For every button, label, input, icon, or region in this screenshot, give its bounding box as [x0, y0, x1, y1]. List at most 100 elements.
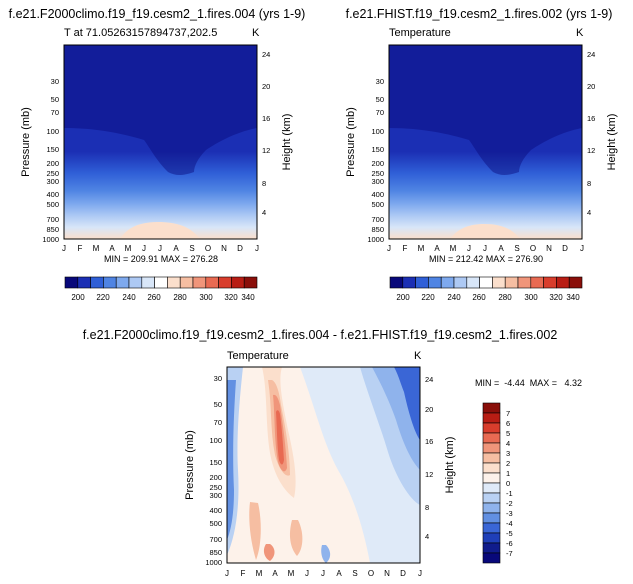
panel-3-ytick-50: 50: [214, 400, 222, 409]
panel-1-colorbar: 200 220 240 260 280 300 320 340: [64, 276, 258, 302]
colorbar-cell: [154, 276, 168, 289]
colorbar-cell: [389, 276, 404, 289]
panel-3-cb-label-m5: -5: [506, 529, 513, 538]
panel-2-field: [388, 44, 583, 240]
panel-2-title: f.e21.FHIST.f19_f19.cesm2_1.fires.002 (y…: [346, 7, 613, 21]
panel-1-ytick-100: 100: [46, 127, 59, 136]
panel-1-xtick-0: J: [62, 244, 66, 253]
colorbar-cell: [141, 276, 155, 289]
panel-1-field-background: [64, 45, 257, 239]
panel-2-cb-label-220: 220: [421, 293, 435, 302]
panel-3-frame: [226, 366, 421, 564]
panel-1-cb-label-260: 260: [147, 293, 161, 302]
panel-2-ytick-right-12: 12: [587, 146, 595, 155]
panel-2-ytick-250: 250: [371, 169, 384, 178]
panel-1-x-axis: J F M A M J J A S O N D J: [62, 244, 259, 253]
panel-1-cb-label-320: 320: [224, 293, 238, 302]
colorbar-cell: [482, 432, 501, 444]
panel-1-ytick-850: 850: [46, 225, 59, 234]
colorbar-cell: [482, 492, 501, 504]
panel-2-ytick-right-4: 4: [587, 208, 591, 217]
panel-2-xtick-6: J: [483, 244, 487, 253]
panel-2-cb-label-300: 300: [524, 293, 538, 302]
panel-3-xtick-11: D: [400, 569, 406, 578]
panel-3-subtitle: Temperature: [227, 350, 289, 362]
colorbar-cell: [64, 276, 79, 289]
panel-1-xtick-9: O: [205, 244, 211, 253]
panel-1-unit: K: [252, 27, 260, 39]
panel-3-xtick-6: J: [321, 569, 325, 578]
panel-1-y-axis-right: 24 20 16 12 8 4 Height (km): [262, 50, 293, 217]
panel-1-ytick-300: 300: [46, 177, 59, 186]
panel-3-title: f.e21.F2000climo.f19_f19.cesm2_1.fires.0…: [83, 328, 558, 342]
panel-2-ytick-100: 100: [371, 127, 384, 136]
panel-2-ytick-right-20: 20: [587, 82, 595, 91]
panel-2-warm-core: [450, 224, 520, 239]
panel-3-ytick-right-20: 20: [425, 405, 433, 414]
colorbar-cell: [231, 276, 245, 289]
panel-3-ytick-850: 850: [209, 548, 222, 557]
panel-2-ytick-700: 700: [371, 215, 384, 224]
panel-3-ytick-100: 100: [209, 436, 222, 445]
panel-1-title: f.e21.F2000climo.f19_f19.cesm2_1.fires.0…: [9, 7, 306, 21]
panel-3-ylabel: Pressure (mb): [184, 430, 196, 500]
panel-3-cb-label-7: 7: [506, 409, 510, 418]
colorbar-cell: [492, 276, 506, 289]
panel-2-ylabel-right: Height (km): [606, 114, 618, 171]
panel-1-cb-label-240: 240: [122, 293, 136, 302]
panel-1-ytick-right-8: 8: [262, 179, 266, 188]
panel-2-ytick-300: 300: [371, 177, 384, 186]
panel-3-colorbar: 7 6 5 4 3 2 1 0 -1 -2 -3 -4 -5 -6 -7: [482, 402, 513, 564]
panel-2-xtick-0: J: [387, 244, 391, 253]
panel-2-ylabel: Pressure (mb): [345, 107, 357, 177]
panel-1-ytick-30: 30: [51, 77, 59, 86]
panel-1-subtitle: T at 71.05263157894737,202.5: [64, 27, 217, 39]
panel-2-xtick-4: M: [450, 244, 457, 253]
panel-1-y-axis: 30 50 70 100 150 200 250 300 400 500 700…: [20, 77, 59, 244]
colorbar-cell: [568, 276, 583, 289]
colorbar-cell: [479, 276, 493, 289]
colorbar-cell: [482, 422, 501, 434]
panel-3-cb-label-m2: -2: [506, 499, 513, 508]
panel-2: f.e21.FHIST.f19_f19.cesm2_1.fires.002 (y…: [345, 7, 618, 302]
panel-1-cb-label-200: 200: [71, 293, 85, 302]
panel-3-blue-left-2: [227, 380, 236, 540]
panel-3-xtick-3: A: [272, 569, 278, 578]
panel-2-xtick-2: M: [418, 244, 425, 253]
panel-2-ytick-400: 400: [371, 190, 384, 199]
panel-1-xtick-2: M: [93, 244, 100, 253]
panel-2-ytick-500: 500: [371, 200, 384, 209]
panel-3-cb-label-6: 6: [506, 419, 510, 428]
colorbar-cell: [167, 276, 181, 289]
panel-1-xtick-7: A: [173, 244, 179, 253]
panel-2-cb-label-340: 340: [566, 293, 580, 302]
panel-3-warm-lobe-6: [289, 520, 303, 556]
colorbar-cell: [128, 276, 143, 289]
panel-1-xtick-10: N: [221, 244, 227, 253]
colorbar-cell: [205, 276, 219, 289]
panel-1-ytick-250: 250: [46, 169, 59, 178]
colorbar-cell: [543, 276, 557, 289]
panel-2-colorbar-cells: [389, 276, 583, 289]
panel-3-ytick-right-8: 8: [425, 503, 429, 512]
colorbar-cell: [115, 276, 130, 289]
panel-1-ytick-700: 700: [46, 215, 59, 224]
panel-2-ytick-50: 50: [376, 95, 384, 104]
panel-3-blue-bottom: [321, 545, 331, 563]
colorbar-cell: [482, 552, 501, 564]
panel-1-ylabel-right: Height (km): [281, 114, 293, 171]
colorbar-cell: [482, 502, 501, 514]
panel-2-xtick-7: A: [498, 244, 504, 253]
panel-3-ytick-right-4: 4: [425, 532, 429, 541]
panel-2-xtick-9: O: [530, 244, 536, 253]
panel-1-colorbar-cells: [64, 276, 258, 289]
panel-2-cb-label-200: 200: [396, 293, 410, 302]
panel-2-upper-dark-region: [389, 45, 582, 175]
panel-1-colorbar-labels: 200 220 240 260 280 300 320 340: [71, 293, 255, 302]
panel-3-stats: MIN = -4.44 MAX = 4.32: [475, 378, 582, 388]
panel-3-ytick-250: 250: [209, 483, 222, 492]
panel-3-warm-lobe-5: [249, 502, 261, 560]
panel-1-xtick-8: S: [189, 244, 194, 253]
colorbar-cell: [482, 532, 501, 544]
colorbar-cell: [402, 276, 416, 289]
